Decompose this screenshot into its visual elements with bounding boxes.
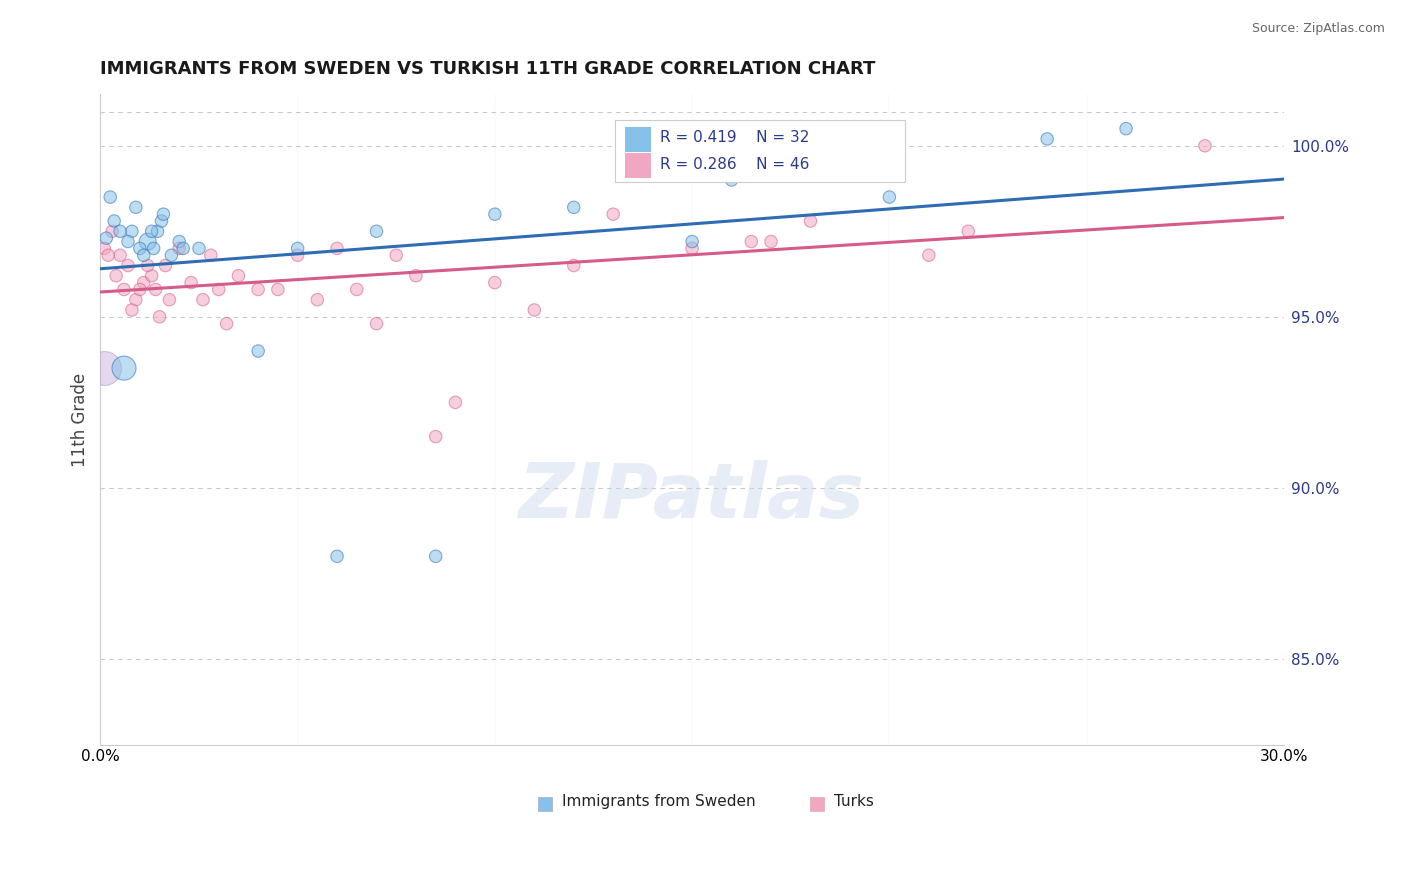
Point [1115,121,1137,136]
Point [287,248,309,262]
Point [145,283,167,297]
Point [918,248,941,262]
Point [247,344,270,359]
Point [141,224,163,238]
Point [681,241,703,255]
Point [93,241,115,255]
Point [112,283,135,297]
Point [425,549,447,564]
Point [112,361,135,376]
Point [562,259,585,273]
Point [346,283,368,297]
Point [108,224,131,238]
Point [957,224,980,238]
Point [759,235,782,249]
Point [125,293,148,307]
Point [152,207,174,221]
Point [96,231,118,245]
Point [117,235,139,249]
Point [105,268,128,283]
Point [287,241,309,255]
Text: IMMIGRANTS FROM SWEDEN VS TURKISH 11TH GRADE CORRELATION CHART: IMMIGRANTS FROM SWEDEN VS TURKISH 11TH G… [100,60,876,78]
Text: Turks: Turks [834,794,873,808]
Point [799,214,821,228]
Point [602,207,624,221]
Point [366,224,388,238]
Point [103,214,125,228]
Point [1194,138,1216,153]
Bar [624,127,651,152]
Point [160,248,183,262]
Point [523,303,546,318]
Point [307,293,329,307]
Point [146,224,169,238]
Point [132,248,155,262]
Point [155,259,177,273]
Text: Source: ZipAtlas.com: Source: ZipAtlas.com [1251,22,1385,36]
Bar [538,797,553,811]
Point [125,200,148,214]
Point [128,283,150,297]
Point [136,259,159,273]
Point [740,235,762,249]
Point [188,241,211,255]
Point [228,268,250,283]
Point [879,190,901,204]
Bar [810,797,824,811]
Point [172,241,194,255]
Point [141,268,163,283]
Point [167,241,190,255]
Point [142,241,165,255]
Point [562,200,585,214]
Point [326,549,349,564]
Point [200,248,222,262]
Point [180,276,202,290]
Point [121,224,143,238]
Text: R = 0.419    N = 32: R = 0.419 N = 32 [661,130,810,145]
Point [128,241,150,255]
Point [326,241,349,255]
Point [208,283,231,297]
Point [215,317,238,331]
Point [1036,132,1059,146]
Point [117,259,139,273]
Point [405,268,427,283]
Y-axis label: 11th Grade: 11th Grade [72,372,89,467]
Point [101,224,124,238]
Point [121,303,143,318]
Point [150,214,173,228]
Point [385,248,408,262]
Point [167,235,190,249]
Point [98,190,121,204]
Point [108,248,131,262]
Point [267,283,290,297]
Text: ZIPatlas: ZIPatlas [519,460,865,534]
Text: R = 0.286    N = 46: R = 0.286 N = 46 [661,157,810,172]
Point [247,283,270,297]
Point [425,429,447,443]
Point [484,276,506,290]
Point [366,317,388,331]
Point [136,235,159,249]
Point [157,293,180,307]
Bar [624,153,651,178]
FancyBboxPatch shape [616,120,905,182]
Point [191,293,214,307]
Point [484,207,506,221]
Point [97,248,120,262]
Point [132,276,155,290]
Point [444,395,467,409]
Point [93,361,115,376]
Point [148,310,170,324]
Point [720,173,742,187]
Text: Immigrants from Sweden: Immigrants from Sweden [561,794,755,808]
Point [681,235,703,249]
